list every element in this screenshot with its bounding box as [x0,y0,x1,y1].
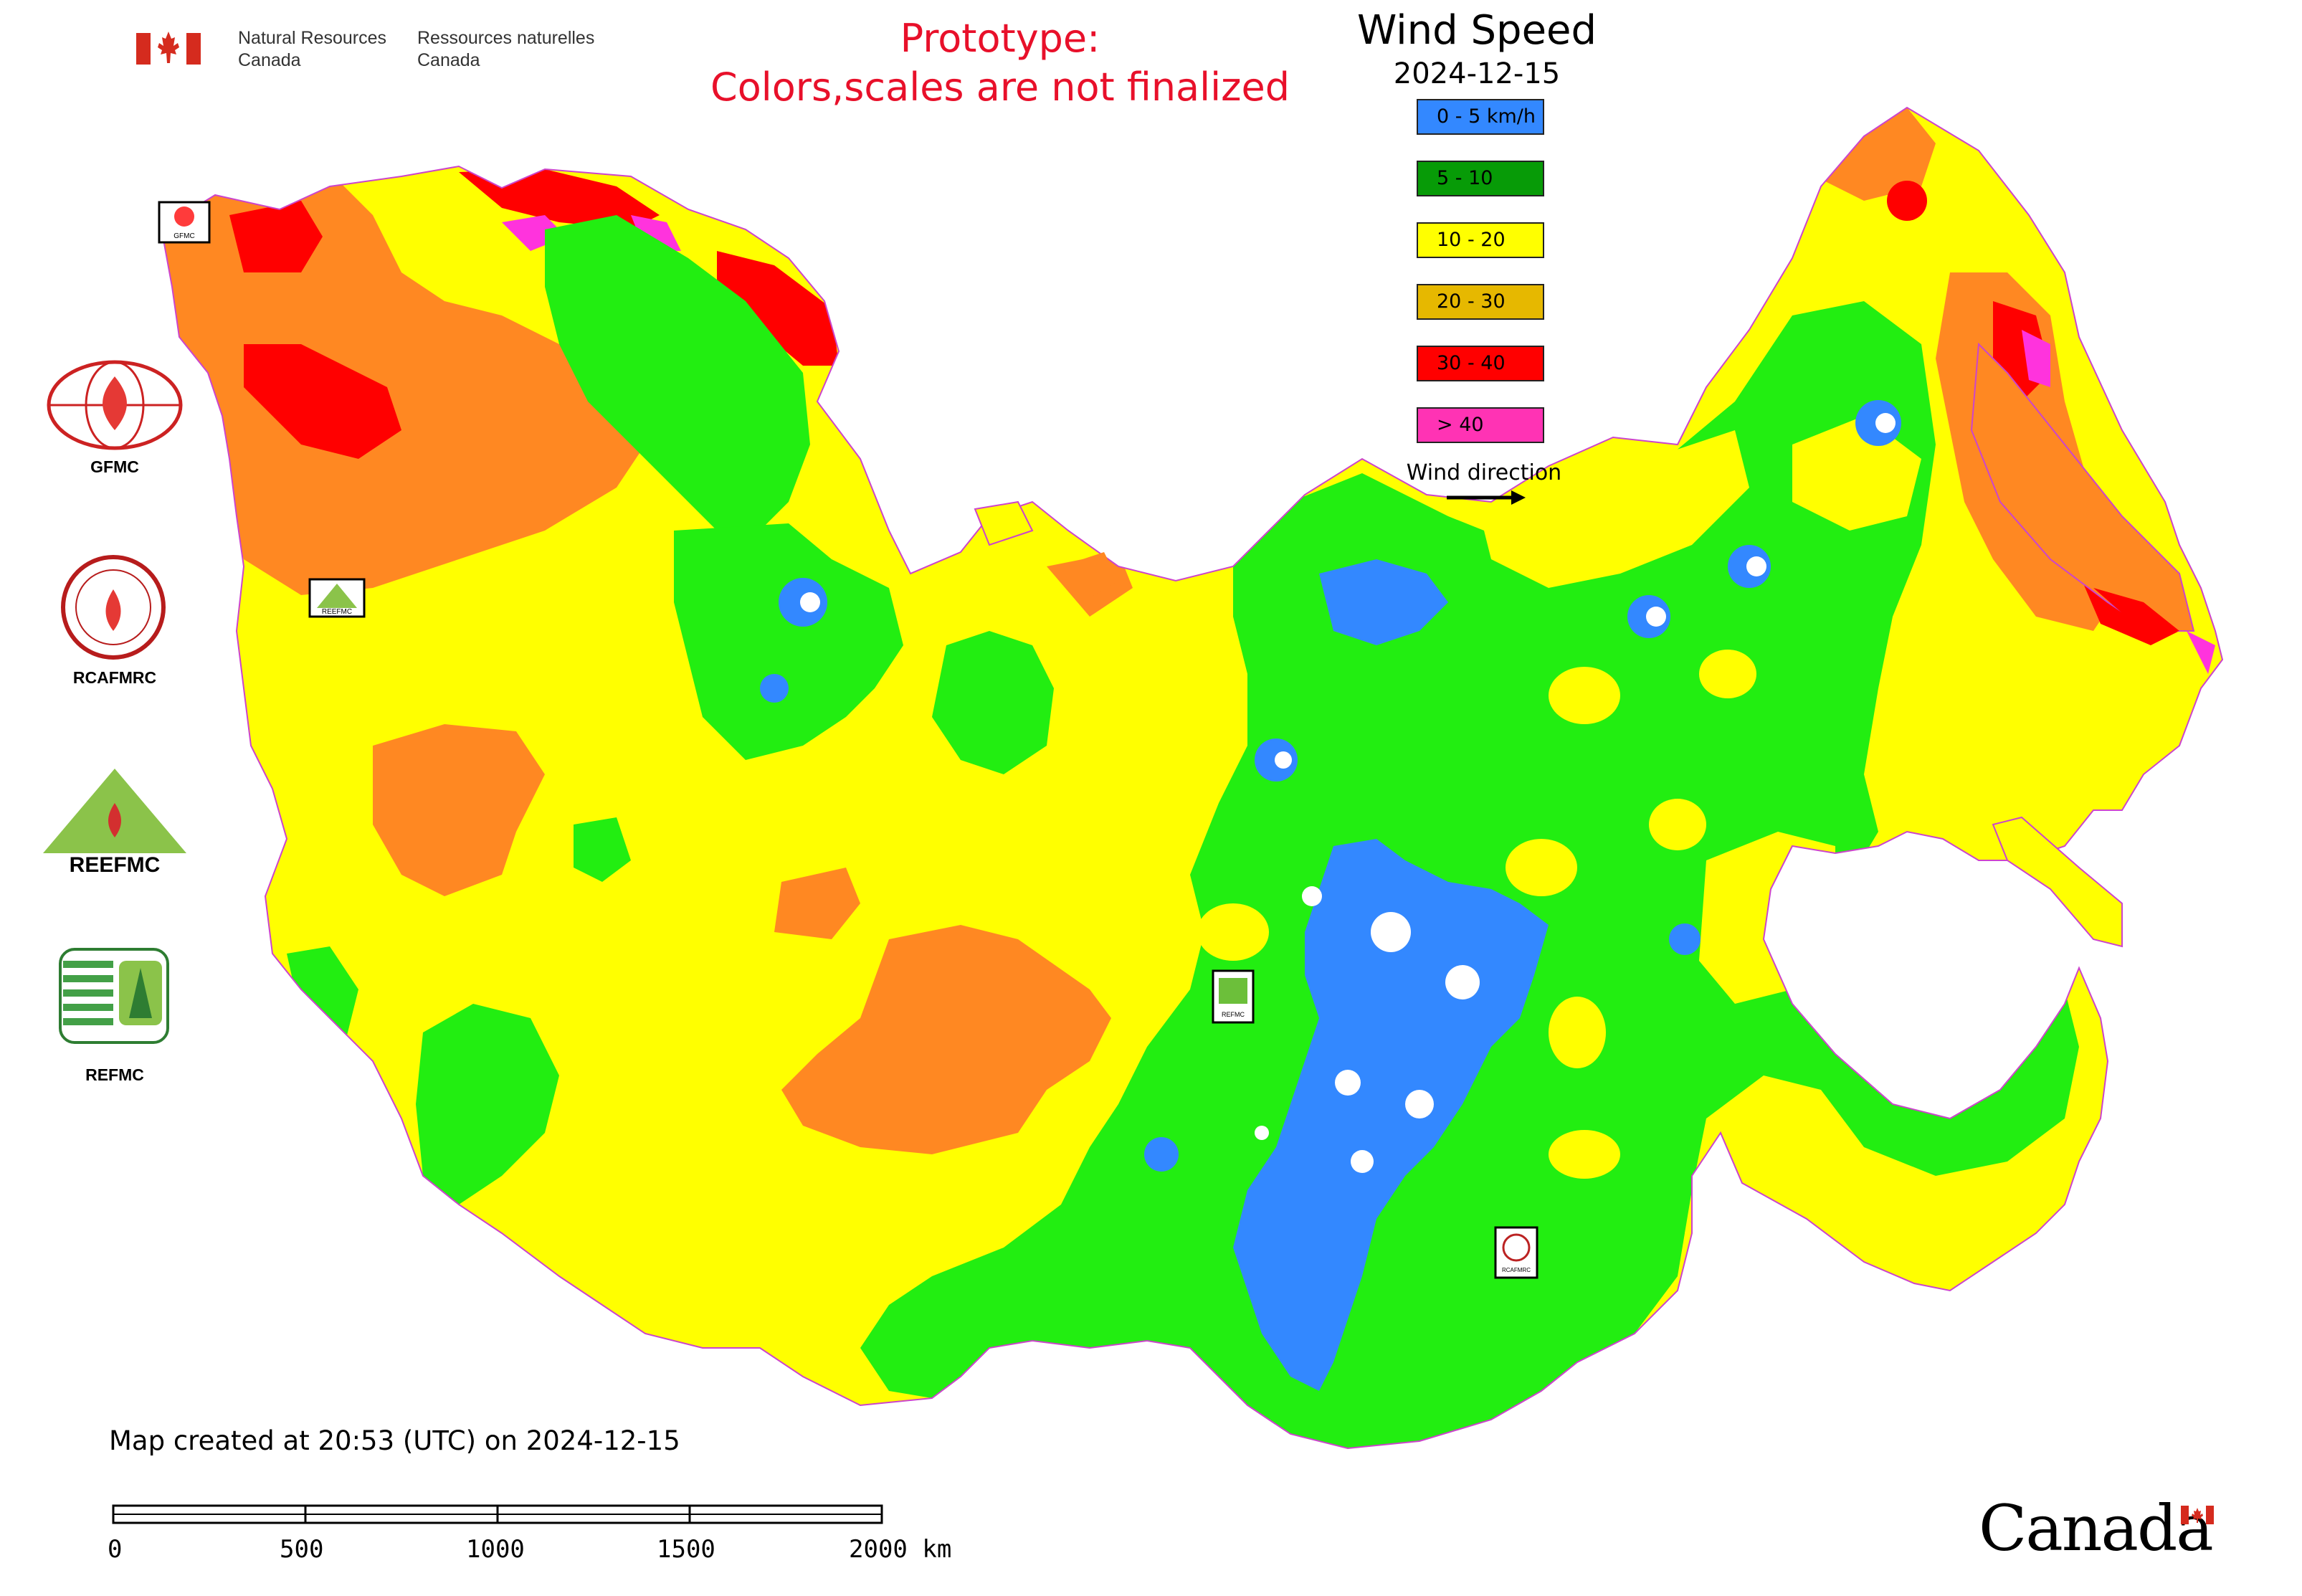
legend-date: 2024-12-15 [1393,57,1561,90]
wind-zone-calm [1144,1137,1179,1172]
wind-zone-strong [1887,181,1927,221]
wind-zone-gale [2022,330,2050,387]
wind-zone-light [545,215,810,531]
canada-flag-icon [2181,1506,2214,1524]
gfmc-label: GFMC [90,457,139,476]
wind-zone-light [574,817,631,882]
wind-zone-moderate [1549,1130,1620,1179]
scale-tick-label: 500 [280,1535,323,1564]
wind-zone-strong [2093,588,2179,638]
wind-zone-moderate [1992,816,2123,948]
scale-bar: 0 500 1000 1500 2000 km [108,1504,951,1564]
canada-wordmark-text: Canada [1979,1491,2214,1565]
reefmc-map-marker-label: REEFMC [322,608,352,616]
gfmc-map-marker[interactable]: GFMC [158,201,211,244]
reefmc-label: REEFMC [70,853,161,875]
legend-item-moderate: 10 - 20 [1417,222,1544,258]
rcafmrc-logo: RCAFMRC [29,554,201,690]
scale-tick-label: 1500 [657,1535,715,1564]
wind-zone-moderate [1792,416,1921,531]
wind-zone-moderate [1549,997,1606,1068]
legend-item-calm: 0 - 5 km/h [1417,99,1544,135]
wind-zone-moderate [1197,903,1269,961]
wind-zone-fresh [502,423,588,502]
wind-zone-light [932,631,1054,774]
nrcan-signature: Natural Resources Canada Ressources natu… [136,27,624,77]
scale-tick-label: 2000 km [849,1535,951,1564]
maple-leaf-icon [158,32,179,63]
wind-zone-gale [1812,873,1830,890]
refmc-map-marker[interactable]: REFMC [1212,969,1255,1024]
wind-zone-moderate [1649,799,1706,850]
scale-tick-label: 0 [108,1535,122,1564]
rcafmrc-seal-icon [61,555,166,660]
map-created-timestamp: Map created at 20:53 (UTC) on 2024-12-15 [109,1425,680,1456]
wind-direction-label: Wind direction [1406,460,1562,485]
prototype-notice-line2: Colors,scales are not finalized [710,65,1290,110]
prototype-notice-line1: Prototype: [900,16,1100,61]
wind-direction-arrow-icon [1447,490,1526,505]
refmc-map-marker-label: REFMC [1222,1011,1245,1018]
wind-zone-calm [1319,559,1448,645]
wind-zone-light [416,1004,559,1205]
wind-zone-moderate [1699,650,1756,698]
wind-zone-moderate [974,500,1034,546]
gfmc-logo: GFMC [29,358,201,480]
wind-zone-fresh [1061,552,1118,602]
wind-zone-calm [1878,889,2000,968]
legend-item-fresh: 20 - 30 [1417,284,1544,320]
reefmc-triangle-icon: REEFMC [43,769,186,877]
refmc-logo: REFMC [29,946,201,1090]
legend-item-gale: > 40 [1417,407,1544,443]
reefmc-logo: REEFMC [29,767,201,877]
wind-zone-light [674,523,903,760]
rcafmrc-map-marker[interactable]: RCAFMRC [1494,1226,1538,1279]
legend-item-light: 5 - 10 [1417,161,1544,196]
gfmc-globe-icon [47,360,183,450]
wind-zone-fresh [373,724,545,896]
canada-wordmark: Canada [1979,1491,2230,1570]
wind-zone-fresh [774,868,860,939]
scale-tick-label: 1000 [466,1535,525,1564]
legend-item-strong: 30 - 40 [1417,346,1544,381]
refmc-emblem-icon [59,948,169,1044]
rcafmrc-map-marker-label: RCAFMRC [1502,1267,1531,1273]
legend-title: Wind Speed [1356,7,1597,54]
wind-zone-calm [1669,923,1701,955]
wind-zone-moderate [1506,839,1577,896]
wind-zone-fresh [781,925,1111,1154]
wind-zone-strong [1798,859,1844,905]
refmc-label: REFMC [85,1065,144,1084]
wind-zone-moderate [1549,667,1620,724]
rcafmrc-label: RCAFMRC [72,668,157,687]
wind-zone-strong [229,201,323,272]
wind-zone-calm [760,674,789,703]
gfmc-map-marker-label: GFMC [173,232,194,240]
reefmc-map-marker[interactable]: REEFMC [308,578,366,618]
wind-zone-gale [2187,631,2215,674]
wind-zone-strong [717,251,839,366]
prototype-notice: Prototype: Colors,scales are not finaliz… [631,14,1369,112]
nrcan-french-name: Ressources naturelles Canada [417,28,595,70]
wind-zone-strong [244,344,401,459]
nrcan-english-name: Natural Resources Canada [238,28,387,70]
